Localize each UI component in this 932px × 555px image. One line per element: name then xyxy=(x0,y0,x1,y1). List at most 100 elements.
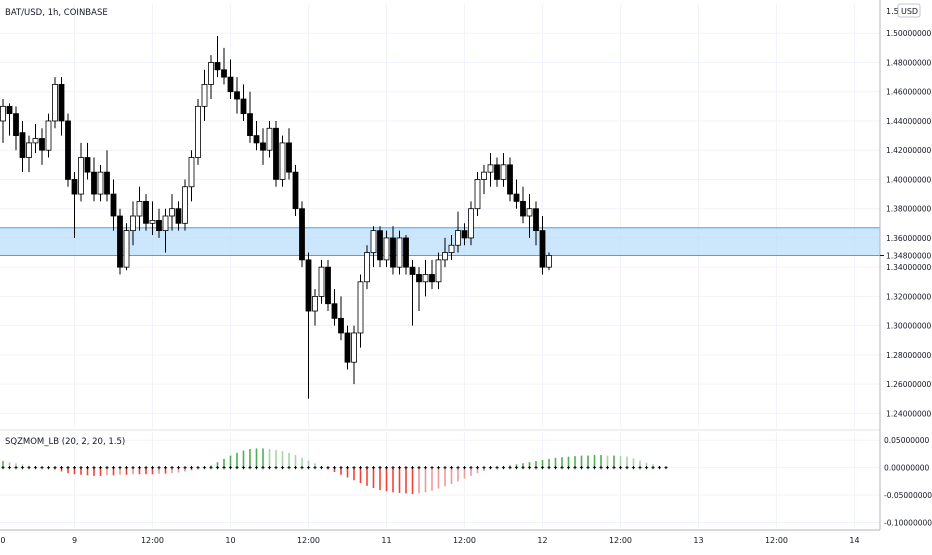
indicator-axis[interactable]: 0.05000000 0.00000000 -0.05000000 -0.100000… xyxy=(884,436,932,527)
squeeze-dot xyxy=(579,466,584,470)
candle-body xyxy=(383,237,390,261)
candle xyxy=(65,113,71,187)
squeeze-dot xyxy=(436,466,441,470)
candle-body xyxy=(65,120,71,180)
time-axis[interactable]: 2:00 9 12:00 10 12:00 11 12:00 12 12:00 13 12:00 14 xyxy=(0,536,860,545)
price-tick-label: 1.26000000 xyxy=(886,380,932,389)
price-tick-label: 1.50000000 xyxy=(886,29,932,38)
candle xyxy=(494,157,500,187)
squeeze-dot xyxy=(293,466,298,470)
candle-body xyxy=(188,157,195,188)
price-tick-label: 1.24000000 xyxy=(886,409,932,418)
candle xyxy=(474,172,481,216)
support-zone[interactable] xyxy=(0,227,880,256)
candle-body xyxy=(78,157,84,195)
squeeze-dot xyxy=(228,466,233,470)
candle xyxy=(182,179,188,231)
currency-badge[interactable]: USD xyxy=(897,3,921,18)
candle-body xyxy=(266,127,273,151)
candle-body xyxy=(357,281,364,334)
candle xyxy=(409,259,416,326)
candle-body xyxy=(429,274,435,283)
squeeze-dot xyxy=(118,466,122,470)
squeeze-dot xyxy=(40,466,44,470)
time-tick-label: 12:00 xyxy=(609,536,632,545)
candle-body xyxy=(409,266,416,275)
squeeze-dot xyxy=(306,466,311,470)
candle xyxy=(169,194,175,231)
squeeze-dot xyxy=(521,466,525,470)
price-axis[interactable]: 1.52 1.24000000 1.26000000 1.28000000 1.300… xyxy=(880,3,932,418)
time-tick-label: 14 xyxy=(849,536,859,545)
squeeze-dot xyxy=(566,466,571,470)
candle-body xyxy=(71,179,78,195)
candle-body xyxy=(292,171,299,210)
squeeze-dot xyxy=(150,466,155,470)
candle-body xyxy=(91,171,97,195)
squeeze-dot xyxy=(319,466,324,470)
candle xyxy=(461,223,468,246)
candle xyxy=(110,179,117,231)
candle-body xyxy=(156,219,162,232)
candle xyxy=(351,325,357,385)
candle xyxy=(533,201,539,246)
candle xyxy=(468,201,474,246)
candle-body xyxy=(455,230,461,246)
candle-body xyxy=(494,164,500,180)
candle xyxy=(253,120,260,151)
squeeze-dot xyxy=(657,466,662,470)
candle-body xyxy=(526,208,533,217)
squeeze-dot xyxy=(397,466,402,470)
candle xyxy=(58,77,65,136)
candle-body xyxy=(448,244,455,253)
squeeze-dot xyxy=(326,466,330,470)
squeeze-dot xyxy=(254,466,259,470)
squeeze-dot xyxy=(631,466,636,470)
candle-body xyxy=(273,127,279,180)
time-tick-label: 11 xyxy=(381,536,391,545)
squeeze-dot xyxy=(371,466,376,470)
candle xyxy=(429,259,435,290)
time-tick-label: 13 xyxy=(693,536,703,545)
candle-body xyxy=(26,142,32,158)
squeeze-dot xyxy=(189,466,194,470)
current-price-marker: 1.34800000 xyxy=(880,251,932,260)
candle-body xyxy=(214,62,221,71)
candle-body xyxy=(474,179,481,210)
squeeze-dot xyxy=(280,466,285,470)
squeeze-dot xyxy=(59,466,64,470)
candle xyxy=(325,259,331,312)
squeeze-dot xyxy=(235,466,239,470)
squeeze-dot xyxy=(332,466,337,470)
candle xyxy=(195,99,201,165)
squeeze-dot xyxy=(183,466,187,470)
candle xyxy=(416,267,422,312)
squeeze-dot xyxy=(573,466,577,470)
squeeze-dot xyxy=(410,466,415,470)
candles xyxy=(0,36,552,399)
candle-body xyxy=(422,274,429,283)
squeeze-dot xyxy=(625,466,629,470)
candle-body xyxy=(305,259,312,312)
price-tick-label: 1.38000000 xyxy=(886,205,932,214)
candle xyxy=(71,172,78,238)
candle-body xyxy=(435,259,442,283)
squeeze-dot xyxy=(514,466,519,470)
squeeze-dot xyxy=(267,466,272,470)
candle xyxy=(364,245,370,290)
candle xyxy=(84,142,91,180)
indicator-tick-label: -0.10000000 xyxy=(884,519,932,528)
candle-body xyxy=(149,219,156,224)
candle xyxy=(136,186,143,231)
candle-body xyxy=(370,230,377,253)
squeeze-dot xyxy=(313,466,317,470)
squeeze-dot xyxy=(46,466,51,470)
time-tick-label: 10 xyxy=(225,536,235,545)
candle xyxy=(344,325,351,370)
squeeze-dot xyxy=(14,466,18,470)
candle xyxy=(357,274,364,348)
squeeze-dot xyxy=(137,466,142,470)
candle xyxy=(273,120,279,187)
price-gridlines xyxy=(0,4,880,428)
